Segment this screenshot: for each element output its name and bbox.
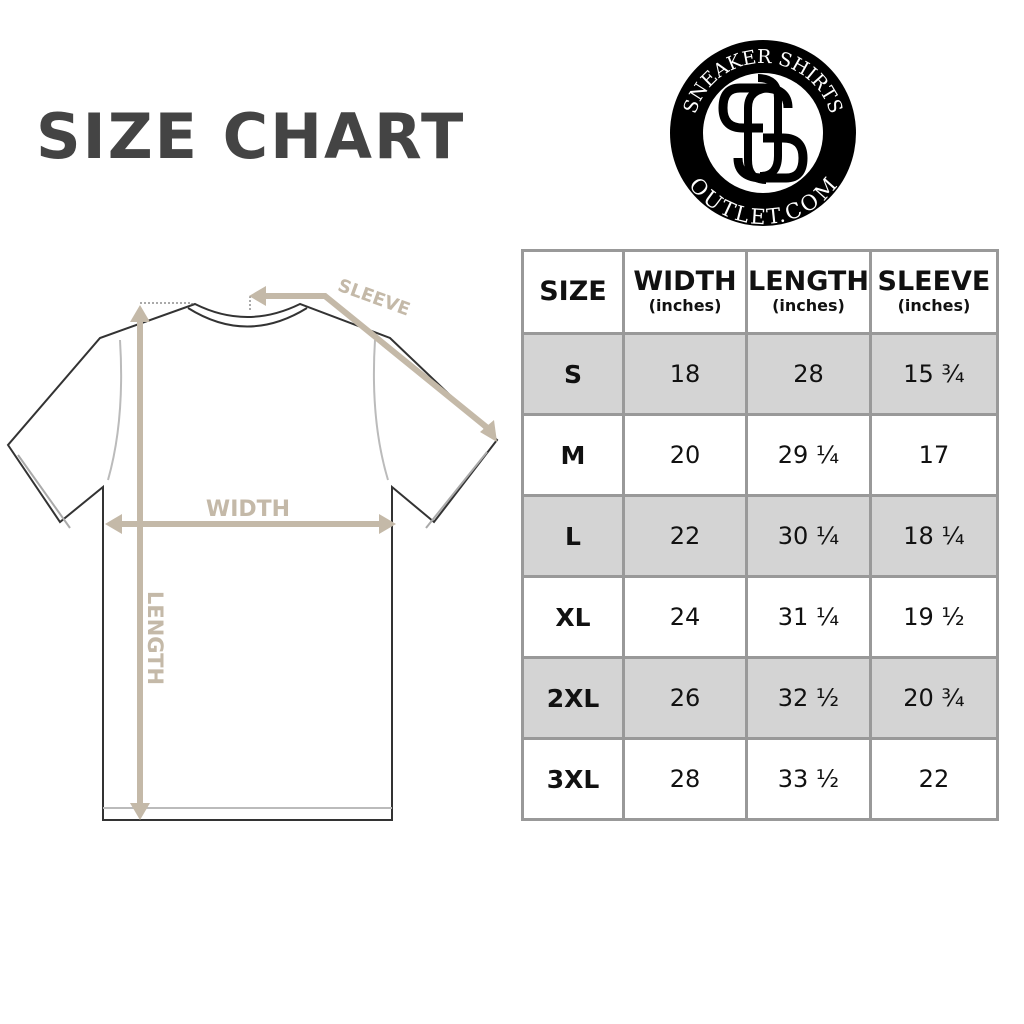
width-label: WIDTH <box>206 497 290 522</box>
sleeve-cell: 15 ¾ <box>868 332 999 416</box>
monogram-icon <box>718 74 808 184</box>
size-table: SIZE WIDTH (inches) LENGTH (inches) SLEEVE… <box>521 249 999 821</box>
length-label: LENGTH <box>143 591 167 685</box>
table-row: 3XL 28 33 ½ 22 <box>521 737 999 821</box>
sleeve-cell: 17 <box>868 413 999 497</box>
size-cell: 3XL <box>521 737 625 821</box>
tshirt-diagram: WIDTH SLEEVE LENGTH <box>6 275 499 821</box>
header-length: LENGTH (inches) <box>745 249 872 335</box>
width-cell: 22 <box>622 494 748 578</box>
size-cell: S <box>521 332 625 416</box>
size-cell: 2XL <box>521 656 625 740</box>
header-sleeve: SLEEVE (inches) <box>868 249 999 335</box>
width-cell: 28 <box>622 737 748 821</box>
table-row: S 18 28 15 ¾ <box>521 332 999 416</box>
table-row: XL 24 31 ¼ 19 ½ <box>521 575 999 659</box>
tshirt-outline <box>6 296 499 821</box>
size-cell: M <box>521 413 625 497</box>
brand-logo: SNEAKER SHIRTS OUTLET.COM <box>670 40 856 228</box>
page-title: SIZE CHART <box>36 100 466 173</box>
length-cell: 30 ¼ <box>745 494 872 578</box>
length-cell: 32 ½ <box>745 656 872 740</box>
length-cell: 33 ½ <box>745 737 872 821</box>
sleeve-cell: 22 <box>868 737 999 821</box>
measurement-arrows <box>105 286 497 820</box>
header-size: SIZE <box>521 249 625 335</box>
size-cell: XL <box>521 575 625 659</box>
length-cell: 28 <box>745 332 872 416</box>
length-cell: 31 ¼ <box>745 575 872 659</box>
sleeve-cell: 19 ½ <box>868 575 999 659</box>
sleeve-arrow <box>262 293 492 433</box>
width-cell: 26 <box>622 656 748 740</box>
width-cell: 18 <box>622 332 748 416</box>
table-row: M 20 29 ¼ 17 <box>521 413 999 497</box>
width-cell: 24 <box>622 575 748 659</box>
sleeve-cell: 18 ¼ <box>868 494 999 578</box>
length-cell: 29 ¼ <box>745 413 872 497</box>
table-row: 2XL 26 32 ½ 20 ¾ <box>521 656 999 740</box>
width-cell: 20 <box>622 413 748 497</box>
table-header-row: SIZE WIDTH (inches) LENGTH (inches) SLEEVE… <box>521 249 999 335</box>
header-width: WIDTH (inches) <box>622 249 748 335</box>
sleeve-cell: 20 ¾ <box>868 656 999 740</box>
table-row: L 22 30 ¼ 18 ¼ <box>521 494 999 578</box>
size-cell: L <box>521 494 625 578</box>
